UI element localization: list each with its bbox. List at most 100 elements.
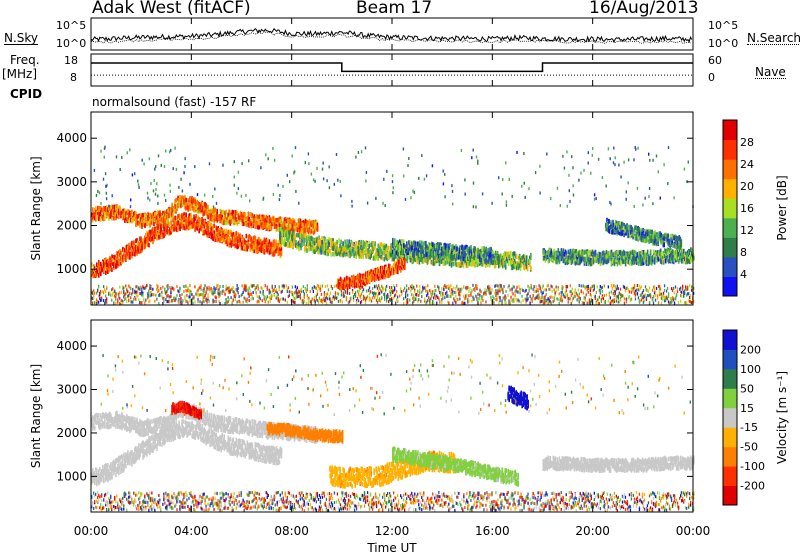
power-cell [331, 287, 334, 291]
power-cell [630, 297, 633, 301]
power-cell [369, 297, 372, 301]
power-cell [214, 295, 216, 299]
power-cell [492, 300, 494, 304]
power-cell [255, 220, 258, 225]
power-cell [175, 197, 177, 203]
power-cell [481, 295, 483, 299]
power-cell [292, 300, 294, 304]
power-cell [93, 273, 95, 278]
power-cell [99, 209, 101, 214]
power-cell [342, 241, 344, 246]
power-cell [659, 287, 662, 291]
power-cell [203, 290, 205, 294]
power-cell [127, 290, 129, 294]
power-cell [619, 298, 622, 302]
power-cell [165, 227, 167, 233]
power-cell [131, 213, 133, 219]
power-cell [277, 293, 279, 297]
power-cell [211, 290, 213, 294]
power-cell [414, 290, 416, 294]
power-cell [269, 248, 272, 254]
power-cell [547, 297, 549, 301]
power-cell [578, 295, 580, 299]
power-cell [368, 298, 371, 302]
power-cell [279, 250, 282, 256]
power-cell [214, 290, 216, 294]
power-cell [283, 231, 285, 236]
power-cell [412, 296, 414, 300]
power-cell [424, 286, 426, 290]
power-cell [255, 214, 258, 219]
power-cell [141, 218, 143, 224]
power-cell [249, 218, 252, 224]
power-cell [242, 237, 245, 242]
power-cell [219, 218, 221, 224]
power-cell [518, 299, 520, 303]
power-cell [281, 297, 283, 301]
power-cell [162, 302, 164, 305]
power-cell [528, 286, 530, 290]
power-cell [157, 284, 159, 288]
power-cell [225, 235, 227, 240]
power-cell [672, 298, 675, 302]
power-cell [121, 298, 123, 302]
power-cell [337, 299, 340, 303]
power-cell [141, 224, 143, 229]
power-cell [101, 296, 103, 300]
power-cell [180, 203, 182, 208]
power-cell [116, 213, 118, 219]
power-cell [186, 224, 188, 229]
power-cell [99, 215, 101, 220]
power-cell [252, 284, 254, 288]
power-cell [561, 287, 563, 291]
power-cell [256, 240, 259, 245]
power-cell [529, 294, 531, 298]
power-cell [413, 299, 415, 303]
power-cell [345, 298, 348, 302]
power-cell [590, 298, 592, 302]
power-cell [532, 287, 534, 291]
power-cell [206, 231, 208, 236]
power-cell [478, 292, 480, 296]
power-cell [165, 291, 167, 295]
power-cell [206, 204, 208, 210]
power-cell [549, 287, 551, 291]
power-cell [291, 290, 293, 294]
power-cell [653, 291, 656, 295]
power-cell [229, 289, 231, 293]
power-cell [95, 266, 97, 271]
power-cell [94, 266, 96, 271]
power-cell [454, 290, 456, 294]
power-cell [481, 297, 483, 301]
power-cell [466, 286, 468, 290]
power-cell [289, 218, 292, 224]
power-cell [580, 290, 582, 294]
power-cell [112, 261, 114, 266]
power-cell [639, 299, 642, 303]
power-cell [210, 234, 212, 239]
power-cell [123, 255, 125, 260]
power-cell [231, 287, 233, 291]
power-cell [245, 284, 247, 288]
power-cell [244, 288, 246, 292]
power-cell [524, 289, 526, 293]
power-cell [374, 294, 377, 298]
power-cell [198, 286, 200, 290]
power-cell [172, 212, 174, 218]
power-cell [429, 301, 431, 305]
power-cell [235, 243, 238, 248]
power-cell [196, 223, 198, 229]
power-cell [206, 286, 208, 290]
power-cell [148, 289, 150, 293]
power-cell [397, 295, 399, 299]
power-cell [92, 271, 94, 276]
power-cell [308, 222, 311, 227]
power-cell [635, 288, 638, 292]
power-cell [654, 294, 657, 297]
power-cell [615, 296, 617, 300]
power-cell [215, 229, 217, 234]
power-cell [578, 300, 580, 304]
power-cell [99, 267, 101, 272]
power-cell [112, 211, 114, 217]
power-cell [245, 299, 247, 303]
